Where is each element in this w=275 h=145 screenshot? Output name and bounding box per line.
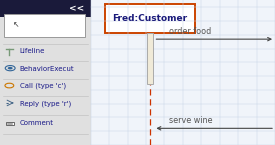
Text: ↖: ↖ [12, 20, 19, 29]
Bar [0, 0, 91, 17]
Bar [6, 122, 14, 125]
Bar [147, 33, 153, 84]
Text: Reply (type 'r'): Reply (type 'r') [20, 100, 71, 107]
Text: <<: << [69, 4, 84, 13]
Circle shape [8, 67, 13, 69]
Bar [0, 0, 91, 145]
Text: Comment: Comment [20, 120, 54, 126]
Text: Lifeline: Lifeline [20, 48, 45, 54]
Bar [91, 0, 275, 145]
Text: Fred:Customer: Fred:Customer [112, 14, 188, 23]
Text: Call (type 'c'): Call (type 'c') [20, 83, 66, 89]
Bar [104, 4, 195, 33]
Text: BehaviorExecut: BehaviorExecut [20, 66, 75, 72]
Text: order food: order food [169, 27, 211, 36]
Bar [4, 14, 85, 37]
Text: serve wine: serve wine [169, 116, 213, 125]
